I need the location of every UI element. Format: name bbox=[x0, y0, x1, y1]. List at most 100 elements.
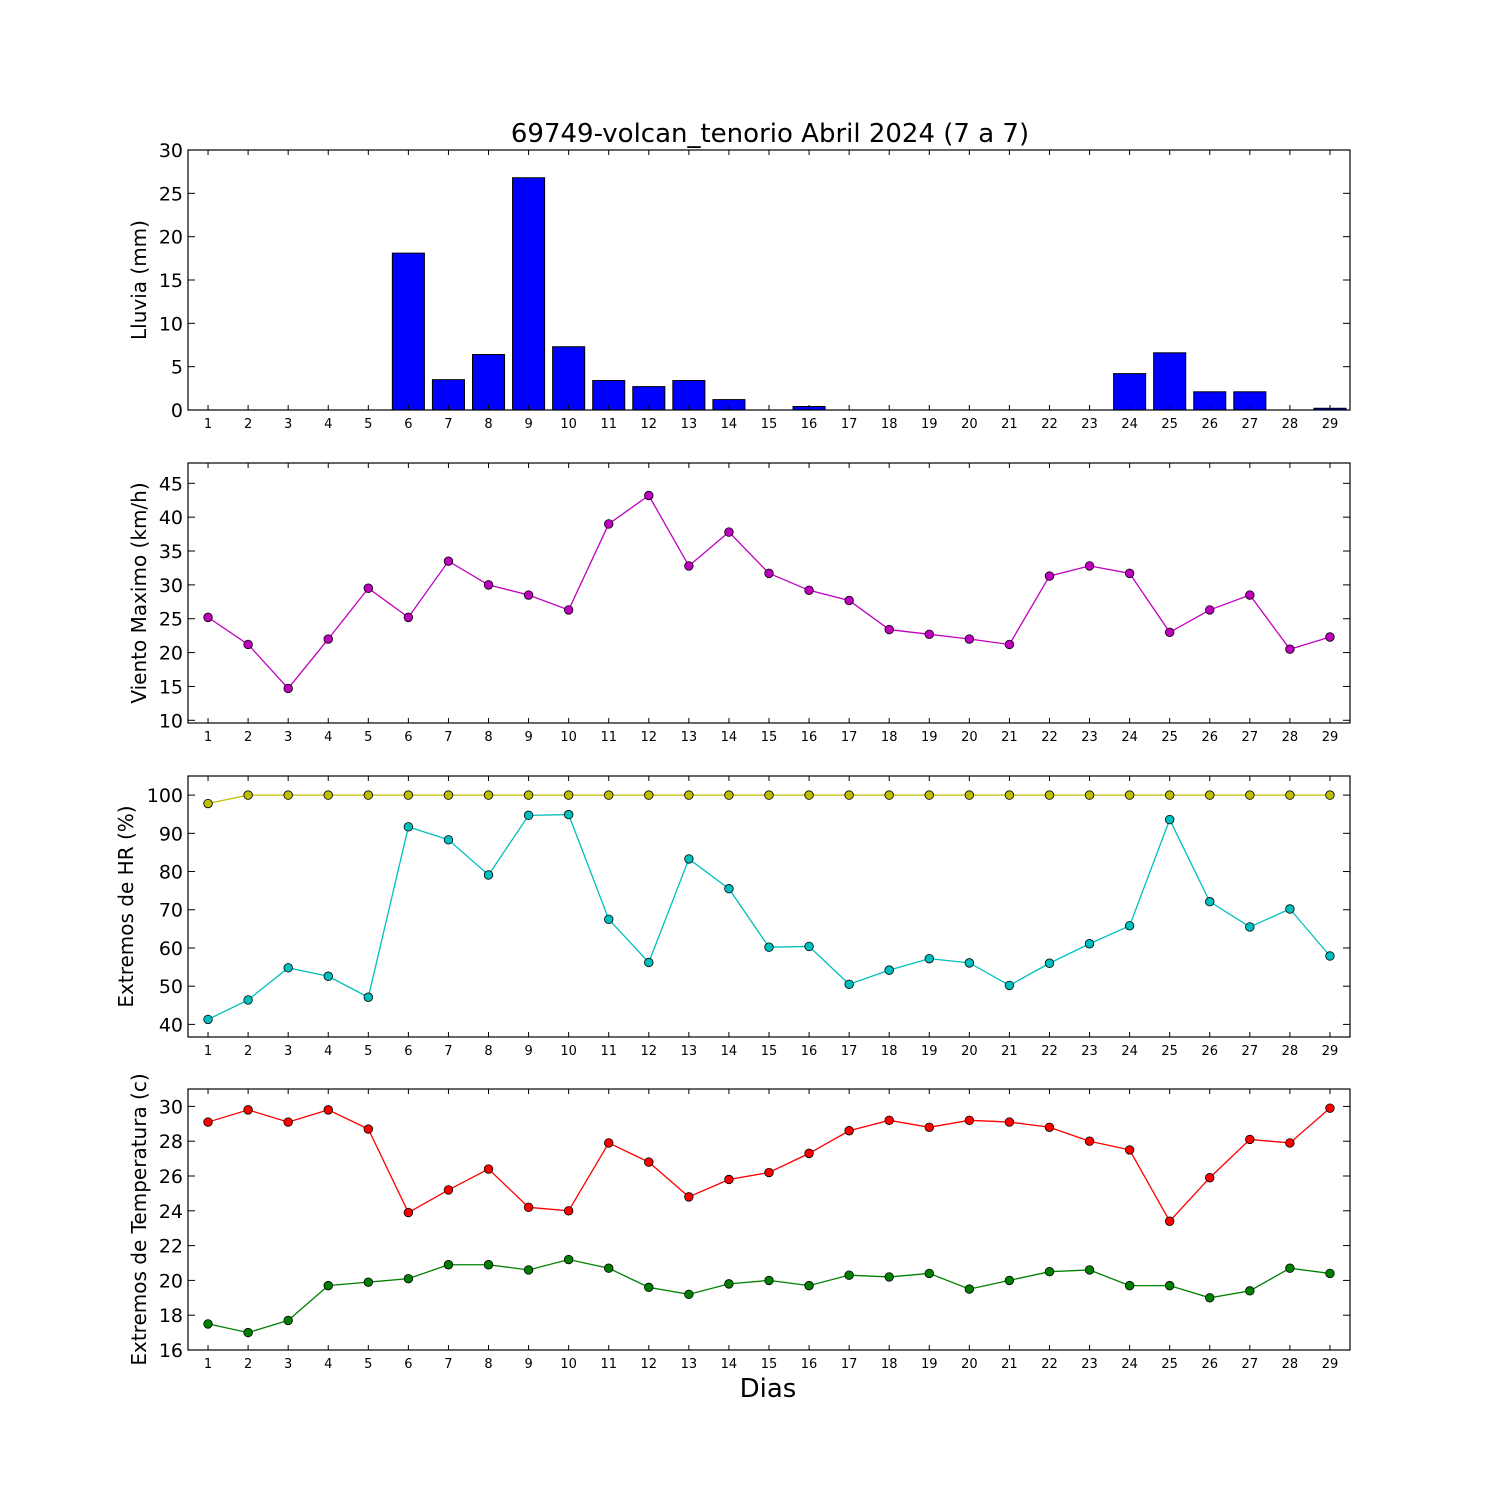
point-series-2-day-28 bbox=[1285, 1263, 1295, 1273]
point-series-1-day-1 bbox=[203, 612, 213, 623]
point-series-1-day-15 bbox=[764, 1167, 774, 1178]
xtick-label: 7 bbox=[444, 417, 452, 432]
xtick-label: 15 bbox=[761, 730, 778, 745]
point-series-1-day-10 bbox=[563, 1206, 574, 1216]
point-series-2-day-21 bbox=[1004, 1275, 1015, 1286]
xtick-label: 1 bbox=[204, 1044, 212, 1059]
xtick-label: 4 bbox=[324, 417, 332, 432]
xtick-label: 26 bbox=[1201, 730, 1218, 745]
point-series-1-day-15 bbox=[764, 790, 774, 800]
ytick-label: 20 bbox=[159, 643, 183, 665]
point-series-1-day-7 bbox=[443, 790, 454, 800]
point-series-1-day-16 bbox=[804, 790, 814, 800]
ytick-label: 15 bbox=[159, 270, 183, 292]
point-series-1-day-19 bbox=[924, 1122, 934, 1132]
point-series-2-day-23 bbox=[1084, 939, 1095, 949]
point-series-2-day-13 bbox=[684, 1289, 694, 1300]
xtick-label: 28 bbox=[1282, 730, 1299, 745]
point-series-1-day-27 bbox=[1245, 1134, 1255, 1145]
point-series-1-day-15 bbox=[764, 568, 774, 579]
xtick-label: 28 bbox=[1282, 1357, 1299, 1372]
ytick-label: 28 bbox=[159, 1131, 183, 1153]
plot-frame bbox=[187, 775, 1351, 1038]
xtick-label: 28 bbox=[1282, 1044, 1299, 1059]
xtick-label: 5 bbox=[364, 730, 372, 745]
xtick-label: 25 bbox=[1161, 1044, 1178, 1059]
xtick-label: 18 bbox=[881, 1044, 898, 1059]
ytick-label: 10 bbox=[159, 313, 183, 335]
point-series-1-day-21 bbox=[1004, 639, 1015, 650]
ytick-label: 20 bbox=[159, 227, 183, 249]
point-series-2-day-10 bbox=[563, 1254, 574, 1265]
xtick-label: 3 bbox=[284, 730, 292, 745]
xtick-label: 4 bbox=[324, 1357, 332, 1372]
point-series-1-day-4 bbox=[323, 1105, 333, 1115]
xtick-label: 8 bbox=[484, 730, 492, 745]
point-series-1-day-23 bbox=[1084, 1136, 1095, 1146]
point-series-2-day-9 bbox=[523, 1265, 534, 1275]
point-series-1-day-9 bbox=[523, 1202, 534, 1213]
point-series-1-day-3 bbox=[283, 790, 293, 800]
xtick-label: 20 bbox=[961, 417, 978, 432]
xtick-label: 16 bbox=[801, 1044, 818, 1059]
point-series-2-day-1 bbox=[203, 1014, 213, 1025]
point-series-2-day-14 bbox=[724, 1279, 734, 1289]
point-series-2-day-27 bbox=[1245, 922, 1255, 932]
xtick-label: 9 bbox=[524, 1044, 532, 1059]
xtick-label: 27 bbox=[1242, 1357, 1259, 1372]
xtick-label: 14 bbox=[721, 1357, 738, 1372]
point-series-1-day-12 bbox=[644, 490, 654, 501]
point-series-2-day-21 bbox=[1004, 980, 1015, 991]
ytick-label: 22 bbox=[159, 1236, 183, 1258]
ytick-label: 25 bbox=[159, 183, 183, 205]
ytick-label: 100 bbox=[147, 785, 183, 807]
point-series-2-day-25 bbox=[1164, 814, 1175, 825]
bar-day-7 bbox=[431, 379, 465, 411]
bar-day-24 bbox=[1113, 373, 1147, 411]
point-series-2-day-5 bbox=[363, 992, 374, 1002]
xtick-label: 29 bbox=[1322, 1357, 1339, 1372]
point-series-1-day-3 bbox=[283, 683, 293, 694]
point-series-1-day-20 bbox=[964, 1115, 975, 1126]
point-series-1-day-26 bbox=[1205, 790, 1215, 800]
xtick-label: 14 bbox=[721, 417, 738, 432]
xtick-label: 12 bbox=[641, 1044, 658, 1059]
xtick-label: 17 bbox=[841, 730, 858, 745]
point-series-2-day-14 bbox=[724, 884, 734, 894]
ytick-label: 90 bbox=[159, 823, 183, 845]
point-series-1-day-29 bbox=[1325, 632, 1335, 642]
xtick-label: 20 bbox=[961, 730, 978, 745]
point-series-2-day-7 bbox=[443, 835, 454, 845]
point-series-2-day-26 bbox=[1205, 897, 1215, 907]
xtick-label: 10 bbox=[560, 730, 577, 745]
point-series-1-day-29 bbox=[1325, 1103, 1335, 1113]
xtick-label: 5 bbox=[364, 1357, 372, 1372]
point-series-2-day-18 bbox=[884, 1272, 894, 1282]
xtick-label: 19 bbox=[921, 730, 938, 745]
point-series-2-day-16 bbox=[804, 1280, 814, 1291]
ytick-label: 30 bbox=[159, 575, 183, 597]
xtick-label: 17 bbox=[841, 1044, 858, 1059]
point-series-2-day-6 bbox=[403, 1273, 414, 1284]
point-series-1-day-1 bbox=[203, 798, 213, 809]
xtick-label: 1 bbox=[204, 1357, 212, 1372]
point-series-1-day-1 bbox=[203, 1117, 213, 1127]
point-series-1-day-22 bbox=[1044, 571, 1055, 581]
point-series-1-day-17 bbox=[844, 595, 854, 606]
xtick-label: 10 bbox=[560, 1044, 577, 1059]
xtick-label: 21 bbox=[1001, 1357, 1018, 1372]
point-series-1-day-21 bbox=[1004, 1117, 1015, 1127]
xtick-label: 6 bbox=[404, 417, 412, 432]
xtick-label: 24 bbox=[1121, 730, 1138, 745]
ytick-label: 40 bbox=[159, 1014, 183, 1036]
xtick-label: 22 bbox=[1041, 730, 1058, 745]
xtick-label: 7 bbox=[444, 1357, 452, 1372]
point-series-2-day-4 bbox=[323, 971, 333, 981]
point-series-1-day-11 bbox=[604, 1138, 614, 1148]
point-series-1-day-3 bbox=[283, 1117, 293, 1127]
point-series-2-day-29 bbox=[1325, 951, 1335, 961]
series-line-1 bbox=[207, 494, 1331, 690]
